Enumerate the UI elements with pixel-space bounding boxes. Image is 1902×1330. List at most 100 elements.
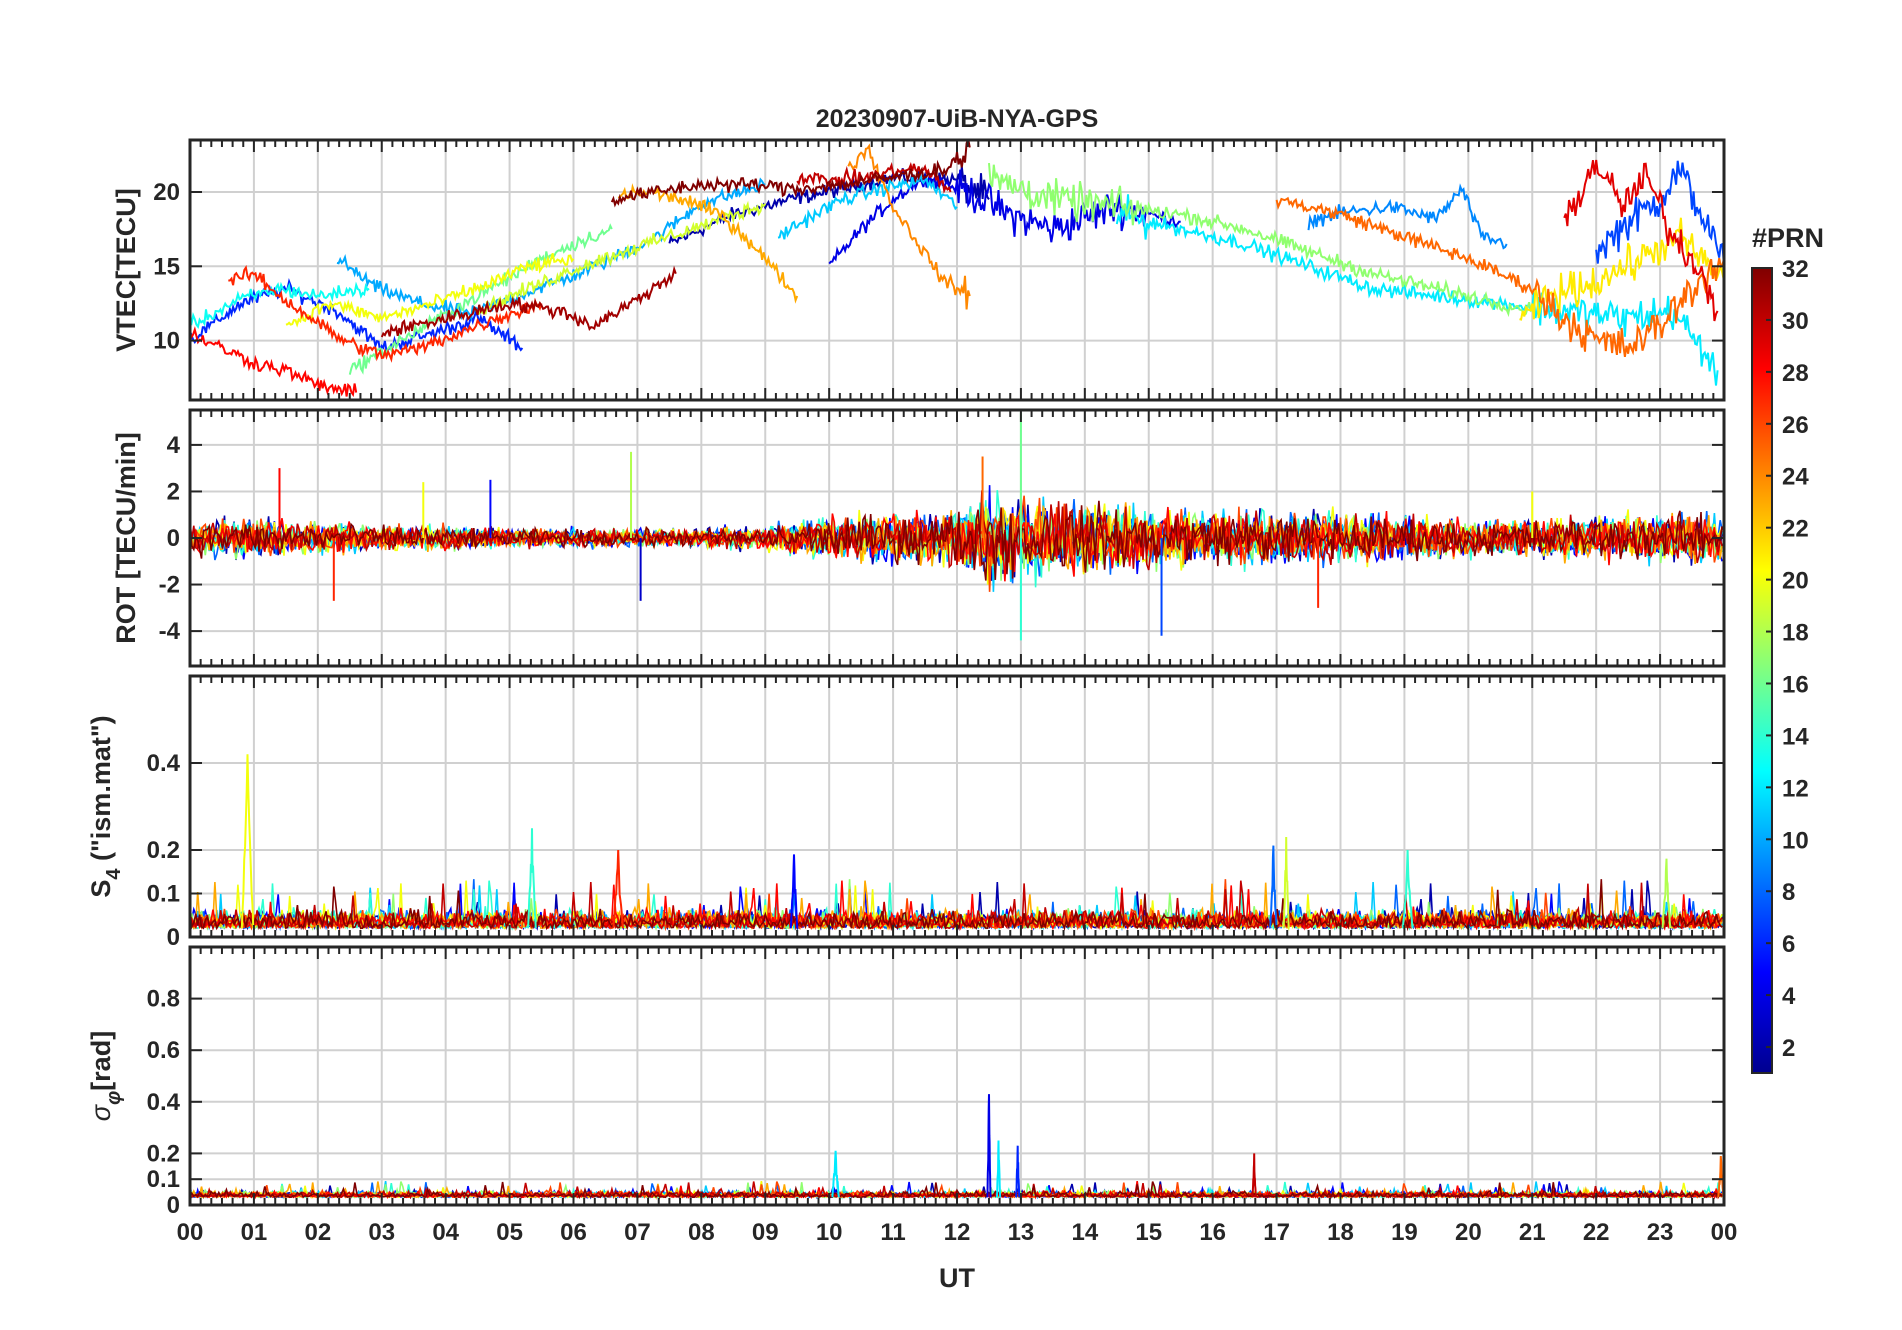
vtec-series-prn-12 — [1115, 194, 1719, 386]
x-tick-label: 00 — [177, 1219, 204, 1246]
panel-sigma: 00.10.2 0.4 0.6 0.8 σφ[rad] — [86, 945, 1726, 1219]
vtec-series-prn-11 — [777, 173, 958, 240]
y-tick-label: 0.6 — [147, 1037, 180, 1064]
s4-peak — [612, 849, 624, 929]
y-tick-label: 4 — [167, 432, 181, 459]
x-tick-label: 17 — [1263, 1219, 1290, 1246]
x-tick-label: 23 — [1647, 1219, 1674, 1246]
colorbar-tick-label: 6 — [1782, 931, 1795, 958]
y-axis-label-s4: S4 ("ism.mat") — [86, 715, 125, 897]
x-tick-label: 01 — [241, 1219, 268, 1246]
x-tick-label: 02 — [304, 1219, 331, 1246]
x-tick-label: 06 — [560, 1219, 587, 1246]
x-axis-label: UT — [939, 1263, 975, 1293]
y-tick-label: 0.4 — [147, 1089, 181, 1116]
vtec-series-prn-28 — [190, 326, 358, 398]
y-tick-label: -4 — [159, 618, 181, 645]
x-tick-label: 20 — [1455, 1219, 1482, 1246]
sigma-peak — [1015, 1145, 1021, 1198]
x-tick-label: 07 — [624, 1219, 651, 1246]
x-tick-label: 09 — [752, 1219, 779, 1246]
x-tick-label: 19 — [1391, 1219, 1418, 1246]
y-tick-label: 0.4 — [147, 750, 181, 777]
vtec-series-prn-9 — [1307, 183, 1508, 250]
vtec-series-prn-17 — [988, 163, 1534, 318]
colorbar-tick-label: 32 — [1782, 256, 1809, 283]
vtec-series-prn-4 — [828, 169, 1181, 265]
vtec-series-prn-6 — [190, 278, 524, 354]
s4-peak — [527, 828, 537, 929]
y-tick-label: 0.2 — [147, 837, 180, 864]
s4-peak — [1282, 836, 1290, 929]
s4-peak — [1269, 845, 1278, 929]
x-tick-label: 18 — [1327, 1219, 1354, 1246]
panel-vtec: 10 15 20 VTEC[TECU] — [111, 138, 1726, 402]
x-tick-label: 03 — [368, 1219, 395, 1246]
y-tick-label: 10 — [153, 328, 180, 355]
colorbar-tick-label: 2 — [1782, 1035, 1795, 1062]
s4-peak — [1401, 849, 1414, 929]
y-tick-label: -2 — [159, 572, 180, 599]
x-tick-label: 14 — [1071, 1219, 1098, 1246]
y-tick-label: 20 — [153, 179, 180, 206]
sigma-peak — [1251, 1153, 1257, 1198]
y-tick-label: 0.8 — [147, 986, 180, 1013]
vtec-series-prn-25 — [1275, 196, 1724, 358]
x-tick-label: 15 — [1135, 1219, 1162, 1246]
x-tick-label: 22 — [1583, 1219, 1610, 1246]
colorbar-tick-label: 10 — [1782, 827, 1809, 854]
colorbar-title: #PRN — [1752, 223, 1824, 253]
x-tick-label: 21 — [1519, 1219, 1546, 1246]
vtec-series-prn-29 — [1563, 159, 1719, 322]
panel-rot: -4 -2 0 2 4 ROT [TECU/min] — [111, 408, 1726, 668]
y-tick-label: 0.2 — [147, 1140, 180, 1167]
colorbar-tick-label: 22 — [1782, 516, 1809, 543]
y-tick-label: 0 — [167, 525, 180, 552]
colorbar-tick-label: 30 — [1782, 308, 1809, 335]
vtec-series-prn-32 — [610, 140, 971, 208]
y-tick-label: 0.1 — [147, 1166, 180, 1193]
y-axis-label-rot: ROT [TECU/min] — [111, 432, 141, 643]
series-group — [190, 412, 1723, 641]
x-tick-label: 04 — [432, 1219, 459, 1246]
y-tick-label: 15 — [153, 253, 180, 280]
sigma-peak — [986, 1094, 992, 1198]
vtec-series-prn-7 — [1595, 160, 1724, 267]
vtec-series-prn-24 — [847, 143, 971, 310]
s4-peak — [789, 854, 799, 929]
panel-s4: 0 0.1 0.2 0.4 S4 ("ism.mat") — [86, 674, 1726, 951]
vtec-series-prn-19 — [477, 200, 767, 316]
colorbar-tick-label: 14 — [1782, 723, 1809, 750]
vtec-series-prn-27 — [228, 265, 543, 363]
sigma-peak — [995, 1140, 1002, 1198]
colorbar-tick-label: 24 — [1782, 464, 1809, 491]
series-group — [190, 140, 1724, 398]
colorbar-tick-label: 20 — [1782, 568, 1809, 595]
y-tick-label: 2 — [167, 478, 180, 505]
rot-series-prn-32 — [190, 500, 1723, 581]
colorbar-tick-label: 12 — [1782, 775, 1809, 802]
vtec-series-prn-20 — [285, 253, 575, 328]
y-axis-label-sigma: σφ[rad] — [86, 1031, 125, 1121]
colorbar-tick-label: 18 — [1782, 620, 1809, 647]
sigma-peak — [831, 1150, 840, 1198]
vtec-series-prn-13 — [190, 281, 370, 329]
figure-title: 20230907-UiB-NYA-GPS — [816, 105, 1099, 133]
y-tick-label: 0.1 — [147, 881, 180, 908]
vtec-series-prn-30 — [796, 161, 952, 194]
vtec-series-prn-16 — [348, 223, 613, 375]
colorbar-tick-label: 4 — [1782, 983, 1796, 1010]
colorbar-tick-label: 26 — [1782, 412, 1809, 439]
vtec-series-prn-10 — [336, 177, 766, 322]
y-tick-label: 0 — [167, 1192, 180, 1219]
vtec-series-prn-31 — [380, 265, 677, 338]
y-axis-label-vtec: VTEC[TECU] — [111, 188, 141, 352]
s4-peak — [1661, 858, 1672, 929]
x-tick-label: 12 — [944, 1219, 971, 1246]
x-tick-label: 10 — [816, 1219, 843, 1246]
colorbar-tick-label: 8 — [1782, 879, 1795, 906]
x-tick-label: 13 — [1008, 1219, 1035, 1246]
